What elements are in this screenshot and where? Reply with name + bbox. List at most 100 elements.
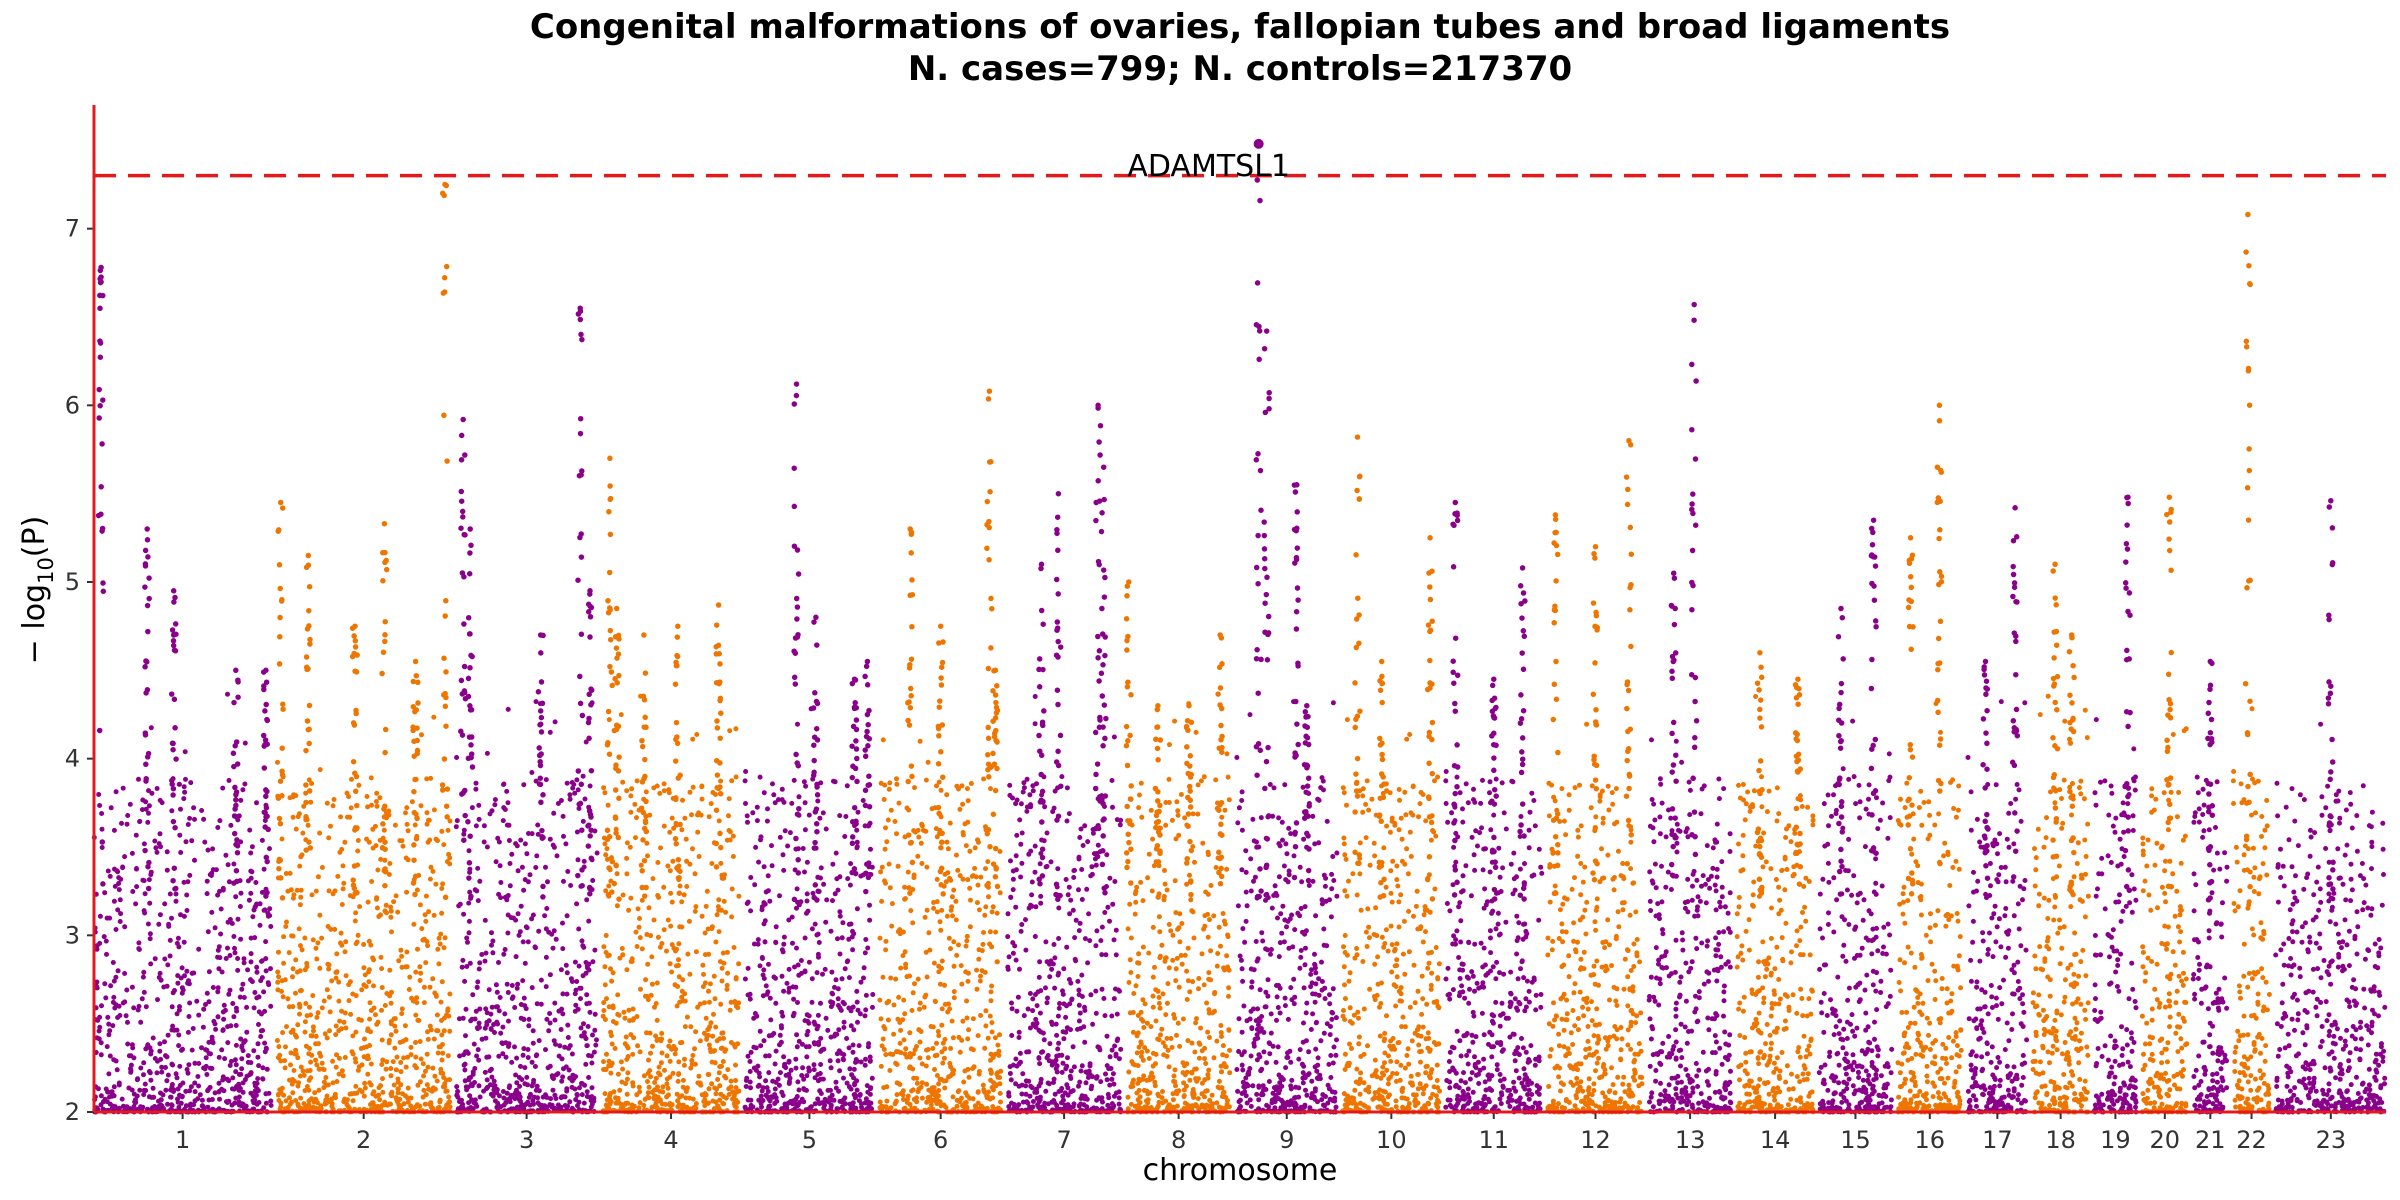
y-tick-label: 7: [65, 215, 80, 243]
x-tick-label: 22: [2236, 1126, 2267, 1154]
chromosome-8-peak: [1123, 579, 1134, 886]
gene-annotation: ADAMTSL1: [1127, 149, 1290, 184]
chromosome-13-peak: [1688, 301, 1700, 858]
chromosome-18-points: [2030, 693, 2091, 1115]
chromosome-19-peak: [2122, 494, 2133, 894]
chromosome-5-peak: [791, 381, 802, 903]
chromosome-12-peak: [1590, 543, 1601, 883]
x-tick-label: 6: [933, 1126, 948, 1154]
chart-subtitle: N. cases=799; N. controls=217370: [908, 49, 1572, 89]
chromosome-9-peak: [1261, 328, 1272, 898]
chromosome-6-points: [877, 737, 1004, 1115]
x-tick-label: 2: [356, 1126, 371, 1154]
chromosome-14-peak: [1792, 676, 1804, 887]
chromosome-2-peak: [303, 552, 314, 853]
chromosome-16-peak: [1934, 402, 1945, 867]
chromosome-20-peak: [2164, 494, 2175, 890]
y-tick-label: 6: [65, 391, 80, 419]
chromosome-1-peak: [95, 264, 107, 887]
chromosome-11-peak: [1517, 565, 1528, 902]
y-tick-label: 5: [65, 568, 80, 596]
x-tick-label: 18: [2045, 1126, 2076, 1154]
x-tick-label: 5: [802, 1126, 817, 1154]
x-tick-label: 10: [1376, 1126, 1407, 1154]
chromosome-13-peak: [1668, 570, 1679, 879]
x-tick-label: 15: [1840, 1126, 1871, 1154]
chromosome-5-peak: [862, 658, 873, 895]
chromosome-10-peak: [1424, 535, 1436, 902]
chromosome-4-peak: [713, 602, 724, 870]
chromosome-20-points: [2139, 726, 2190, 1115]
chromosome-16-points: [1895, 701, 1964, 1115]
y-axis-label-tail: (P): [17, 516, 52, 558]
chromosome-6-peak: [935, 623, 946, 897]
x-tick-label: 14: [1760, 1126, 1791, 1154]
chromosome-4-peak: [604, 455, 616, 898]
chromosome-15-peak: [1868, 517, 1879, 856]
chromosome-1-peak: [260, 667, 271, 899]
chromosome-10-peak: [1376, 658, 1387, 900]
chromosome-3-peak: [585, 588, 595, 897]
chromosome-18-peak: [2050, 561, 2061, 860]
x-tick-label: 17: [1982, 1126, 2013, 1154]
chromosome-5-peak: [849, 676, 860, 877]
x-tick-label: 11: [1478, 1126, 1509, 1154]
x-tick-label: 4: [663, 1126, 678, 1154]
x-tick-label: 3: [519, 1126, 534, 1154]
chromosome-9-peak: [1253, 141, 1264, 900]
chromosome-5-peak: [810, 614, 821, 903]
chromosome-2-peak: [379, 520, 390, 889]
chromosome-8-peak: [1183, 702, 1195, 898]
chromosome-6-peak: [984, 388, 995, 889]
x-tick-label: 16: [1915, 1126, 1946, 1154]
chromosome-3-peak: [458, 416, 469, 843]
x-tick-label: 20: [2150, 1126, 2181, 1154]
chromosome-8-peak: [1215, 632, 1225, 887]
chromosome-2-peak: [439, 181, 451, 901]
chromosome-15-points: [1816, 718, 1895, 1115]
chromosome-8-points: [1125, 701, 1233, 1115]
chromosome-14-points: [1734, 694, 1816, 1115]
chromosome-2-points: [274, 714, 453, 1115]
chromosome-7-peak: [1053, 490, 1064, 903]
chromosome-7-peak: [1092, 402, 1104, 860]
chromosome-10-peak: [1352, 434, 1363, 867]
chromosome-1-peak: [230, 667, 241, 886]
chromosome-17-peak: [1980, 658, 1991, 881]
chromosome-22-points: [2230, 706, 2272, 1115]
y-tick-label: 3: [65, 921, 80, 949]
chromosome-11-peak: [1489, 676, 1499, 902]
y-axis-label-main: − log: [17, 584, 52, 664]
chromosome-7-peak: [1098, 464, 1109, 896]
x-tick-label: 19: [2100, 1126, 2131, 1154]
chromosome-6-peak: [990, 667, 1001, 890]
chromosome-9-peak: [1301, 702, 1312, 884]
y-tick-label: 2: [65, 1098, 80, 1126]
x-tick-label: 21: [2195, 1126, 2226, 1154]
y-axis-label-subscript: 10: [34, 557, 58, 584]
chromosome-9-peak: [1291, 482, 1301, 881]
x-tick-label: 23: [2316, 1126, 2347, 1154]
chromosome-9-points: [1234, 699, 1340, 1115]
chromosome-6-peak: [905, 526, 916, 896]
chromosome-2-peak: [349, 623, 360, 897]
chromosome-17-points: [1965, 699, 2030, 1115]
chromosome-14-peak: [1754, 649, 1765, 896]
data-points: [91, 141, 2388, 1115]
chromosome-21-peak: [2205, 658, 2216, 903]
x-tick-label: 12: [1580, 1126, 1611, 1154]
chromosome-4-peak: [672, 623, 683, 896]
chromosome-16-peak: [1905, 535, 1916, 897]
lead-snp-point: [1253, 138, 1264, 149]
chromosome-7-peak: [1036, 561, 1047, 887]
chromosome-1-peak: [142, 526, 152, 892]
chromosome-23-points: [2273, 721, 2388, 1115]
chromosome-3-peak: [535, 632, 546, 900]
chromosome-1-peak: [168, 588, 179, 892]
chromosome-7-points: [1005, 694, 1124, 1115]
x-tick-label: 1: [175, 1126, 190, 1154]
x-tick-label: 8: [1171, 1126, 1186, 1154]
chromosome-11-peak: [1450, 499, 1461, 898]
x-tick-label: 13: [1675, 1126, 1706, 1154]
